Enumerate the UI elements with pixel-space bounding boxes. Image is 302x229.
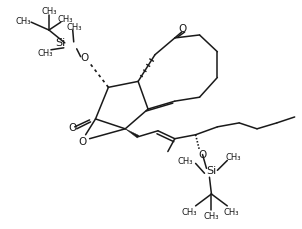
Text: CH₃: CH₃ [223, 207, 239, 216]
Text: Si: Si [56, 38, 66, 48]
Text: CH₃: CH₃ [178, 156, 193, 165]
Text: CH₃: CH₃ [57, 15, 72, 24]
Text: Si: Si [206, 166, 217, 176]
Text: CH₃: CH₃ [226, 152, 241, 161]
Text: CH₃: CH₃ [204, 211, 219, 220]
Text: O: O [79, 136, 87, 146]
Text: CH₃: CH₃ [41, 7, 57, 16]
Text: CH₃: CH₃ [37, 49, 53, 58]
Text: O: O [81, 52, 89, 63]
Text: CH₃: CH₃ [67, 22, 82, 31]
Text: O: O [69, 122, 77, 132]
Polygon shape [125, 129, 139, 138]
Text: CH₃: CH₃ [15, 16, 31, 26]
Text: O: O [178, 24, 187, 34]
Text: O: O [198, 149, 207, 159]
Text: CH₃: CH₃ [182, 207, 198, 216]
